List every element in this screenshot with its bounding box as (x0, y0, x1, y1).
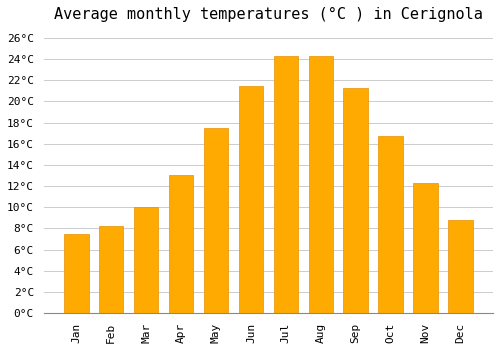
Bar (414, 183, 438, 313)
Bar (238, 85, 263, 313)
Bar (64, 234, 88, 313)
Title: Average monthly temperatures (°C ) in Cerignola: Average monthly temperatures (°C ) in Ce… (54, 7, 483, 22)
Bar (344, 88, 368, 313)
Bar (99, 226, 124, 313)
Bar (308, 56, 333, 313)
Bar (134, 207, 158, 313)
Bar (204, 128, 228, 313)
Bar (169, 175, 194, 313)
Bar (274, 56, 298, 313)
Bar (448, 220, 472, 313)
Bar (378, 136, 403, 313)
